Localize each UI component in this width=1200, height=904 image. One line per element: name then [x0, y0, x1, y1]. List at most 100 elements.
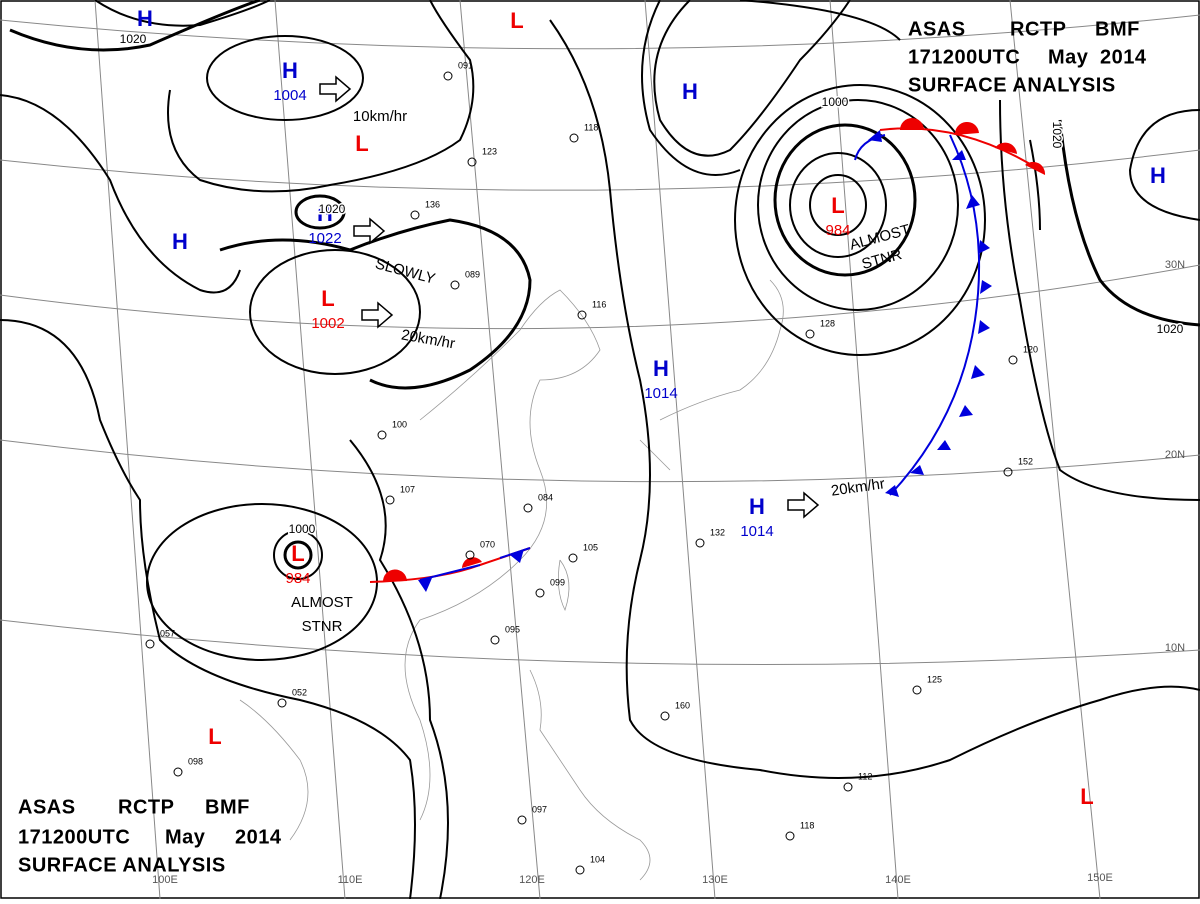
header-text: BMF — [205, 796, 250, 818]
system-symbol: H — [749, 494, 765, 519]
station-circle — [535, 588, 545, 598]
station-value: 084 — [538, 492, 553, 502]
header-text: BMF — [1095, 18, 1140, 40]
station-value: 099 — [550, 577, 565, 587]
longitude-label: 150E — [1087, 872, 1113, 884]
latitude-label: 30N — [1165, 259, 1185, 271]
station-circle — [467, 157, 477, 167]
annotation: STNR — [302, 618, 343, 635]
system-symbol: H — [653, 356, 669, 381]
system-symbol: L — [1080, 784, 1093, 809]
latitude-label: 10N — [1165, 642, 1185, 654]
header-text: 2014 — [235, 826, 282, 848]
station-value: 095 — [505, 624, 520, 634]
header-text: May — [1048, 46, 1089, 68]
system-symbol: H — [1150, 163, 1166, 188]
station-value: 136 — [425, 199, 440, 209]
station-value: 118 — [800, 820, 814, 830]
system-pressure: 984 — [825, 222, 850, 239]
station-value: 091 — [458, 60, 473, 70]
station-circle — [385, 495, 395, 505]
system-pressure: 984 — [285, 570, 310, 587]
station-value: 052 — [292, 687, 307, 697]
longitude-label: 140E — [885, 874, 911, 886]
system-symbol: H — [282, 58, 298, 83]
header-text: SURFACE ANALYSIS — [18, 854, 226, 876]
station-circle — [695, 538, 705, 548]
station-value: 123 — [482, 146, 497, 156]
station-circle — [173, 767, 183, 777]
station-value: 152 — [1018, 456, 1033, 466]
station-value: 128 — [820, 318, 835, 328]
system-symbol: L — [355, 131, 368, 156]
longitude-label: 110E — [338, 874, 363, 886]
station-circle — [843, 782, 853, 792]
station-value: 112 — [858, 771, 872, 781]
isobar-label: 1000 — [822, 95, 849, 109]
station-value: 100 — [392, 419, 407, 429]
header-text: 2014 — [1100, 46, 1147, 68]
isobar-label: 1000 — [289, 522, 316, 536]
system-pressure: 1022 — [308, 230, 341, 247]
system-symbol: H — [137, 6, 153, 31]
station-value: 132 — [710, 527, 725, 537]
system-symbol: L — [831, 193, 844, 218]
station-value: 107 — [400, 484, 415, 494]
station-circle — [912, 685, 922, 695]
fronts — [369, 118, 1046, 592]
station-circle — [490, 635, 500, 645]
station-circle — [569, 133, 579, 143]
station-circle — [1003, 467, 1013, 477]
motion-arrows — [319, 75, 820, 519]
coastlines — [239, 279, 784, 881]
isobar-label: 1020 — [120, 32, 147, 46]
system-pressure: 1014 — [740, 523, 773, 540]
station-value: 097 — [532, 804, 547, 814]
station-value: 125 — [927, 674, 942, 684]
header-text: ASAS — [18, 796, 76, 818]
header-text: May — [165, 826, 206, 848]
system-symbol: H — [317, 201, 333, 226]
header-text: SURFACE ANALYSIS — [908, 74, 1116, 96]
station-circle — [517, 815, 527, 825]
station-circle — [410, 210, 420, 220]
station-circle — [660, 711, 670, 721]
station-circle — [568, 553, 578, 563]
station-value: 120 — [1023, 344, 1038, 354]
isobar-label: 1020 — [1050, 122, 1064, 149]
station-circle — [577, 310, 587, 320]
system-pressure: 1004 — [273, 87, 306, 104]
system-symbol: H — [682, 79, 698, 104]
annotation: 10km/hr — [353, 108, 407, 125]
station-circle — [450, 280, 460, 290]
station-circle — [277, 698, 287, 708]
annotation: ALMOST — [291, 594, 353, 611]
longitude-label: 100E — [152, 874, 178, 886]
header-text: RCTP — [118, 796, 174, 818]
station-circle — [377, 430, 387, 440]
station-circle — [1008, 355, 1018, 365]
header-text: 171200UTC — [18, 826, 130, 848]
station-value: 098 — [188, 756, 203, 766]
header-text: 171200UTC — [908, 46, 1020, 68]
station-circle — [785, 831, 795, 841]
station-value: 104 — [590, 854, 605, 864]
station-circle — [805, 329, 815, 339]
station-value: 089 — [465, 269, 480, 279]
header-text: RCTP — [1010, 18, 1066, 40]
station-value: 116 — [592, 299, 606, 309]
station-value: 105 — [583, 542, 598, 552]
header-text: ASAS — [908, 18, 966, 40]
system-pressure: 1014 — [644, 385, 677, 402]
station-circle — [575, 865, 585, 875]
station-value: 118 — [584, 122, 598, 132]
station-circle — [523, 503, 533, 513]
isobar-label: 1020 — [1157, 322, 1184, 336]
station-circle — [145, 639, 155, 649]
longitude-label: 120E — [519, 874, 545, 886]
system-symbol: L — [208, 724, 221, 749]
